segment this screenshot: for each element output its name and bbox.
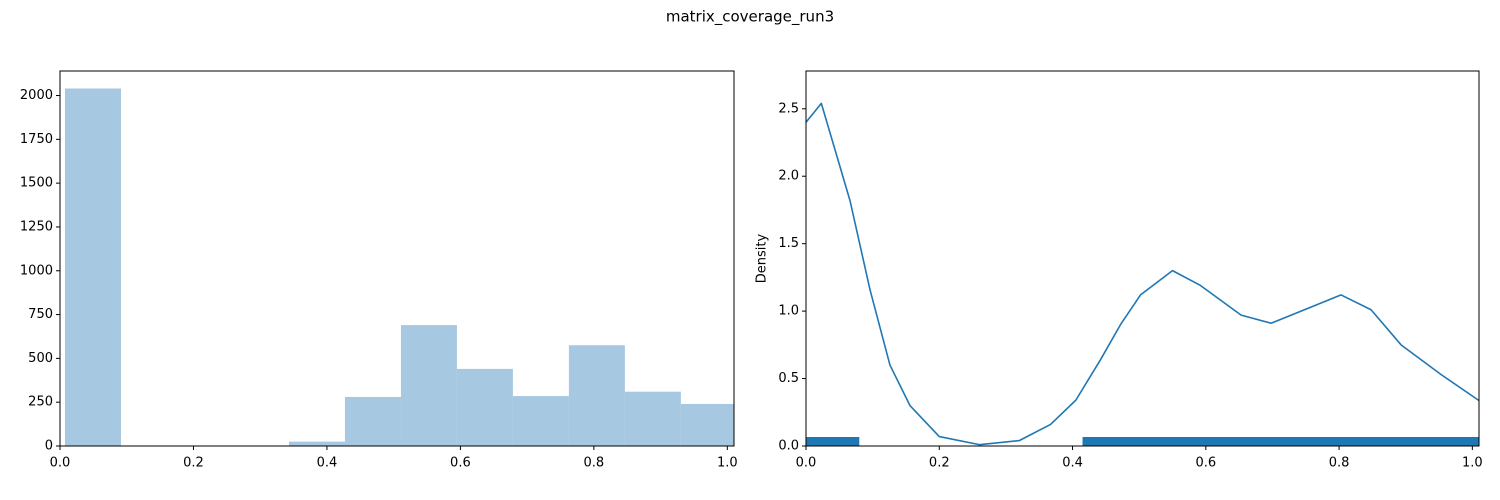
y-tick-label: 1750 <box>20 132 53 147</box>
x-tick-label: 0.2 <box>183 456 204 471</box>
bar <box>456 368 513 446</box>
y-tick-label: 0 <box>45 439 53 454</box>
bar <box>680 403 734 446</box>
y-tick-label: 250 <box>28 395 53 410</box>
bar <box>65 88 121 446</box>
axes-frame <box>59 70 735 447</box>
bar <box>344 396 401 446</box>
x-tick-label: 0.8 <box>584 456 605 471</box>
y-axis-label: Density <box>755 233 770 283</box>
x-tick-label: 0.6 <box>1195 456 1216 471</box>
bar <box>568 345 625 446</box>
plot-area <box>806 102 1479 446</box>
x-tick-label: 0.4 <box>317 456 338 471</box>
y-tick-label: 1250 <box>20 219 53 234</box>
x-tick-label: 0.2 <box>929 456 950 471</box>
y-tick-label: 0.0 <box>778 439 799 454</box>
x-tick-label: 0.8 <box>1329 456 1350 471</box>
x-tick-label: 0.4 <box>1062 456 1083 471</box>
plot-area <box>65 88 734 446</box>
rug <box>806 437 860 446</box>
x-tick-label: 1.0 <box>1462 456 1483 471</box>
bar <box>624 391 681 446</box>
y-tick-label: 500 <box>28 351 53 366</box>
x-tick-label: 0.0 <box>796 456 817 471</box>
y-tick-label: 1500 <box>20 176 53 191</box>
y-tick-label: 1.0 <box>778 304 799 319</box>
y-tick-label: 2.5 <box>778 101 799 116</box>
rug <box>1082 437 1479 446</box>
y-tick-label: 1.5 <box>778 236 799 251</box>
x-tick-label: 0.0 <box>50 456 71 471</box>
kde-line <box>806 102 1479 446</box>
bar <box>400 325 457 446</box>
axes-frame <box>805 70 1480 447</box>
y-tick-label: 1000 <box>20 263 53 278</box>
y-tick-label: 2000 <box>20 88 53 103</box>
bar <box>288 441 345 446</box>
y-tick-label: 2.0 <box>778 169 799 184</box>
y-tick-label: 750 <box>28 307 53 322</box>
x-tick-label: 0.6 <box>450 456 471 471</box>
y-tick-label: 0.5 <box>778 371 799 386</box>
x-tick-label: 1.0 <box>717 456 738 471</box>
figure-title: matrix_coverage_run3 <box>666 8 834 27</box>
bar <box>512 396 569 446</box>
